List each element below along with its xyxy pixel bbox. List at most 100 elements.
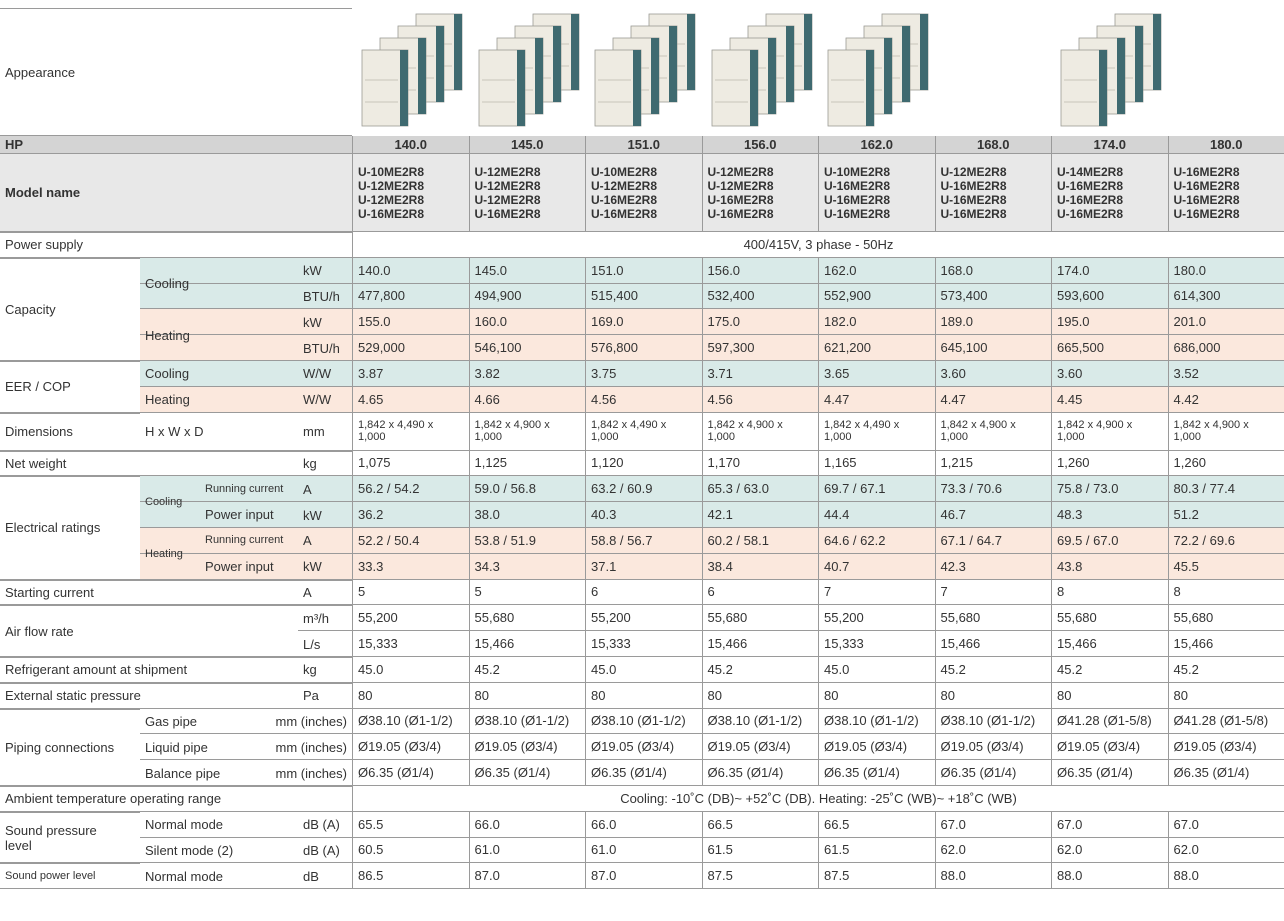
value: 61.5 — [702, 838, 819, 864]
unit: A — [298, 528, 352, 554]
value: 686,000 — [1168, 335, 1284, 361]
model-name: U-12ME2R8 — [475, 165, 541, 179]
unit: kW — [298, 258, 352, 284]
value: Ø38.10 (Ø1-1/2) — [469, 709, 586, 735]
value: 1,842 x 4,900 x 1,000 — [935, 413, 1052, 451]
value: Ø6.35 (Ø1/4) — [585, 760, 702, 786]
group-label: Capacity — [0, 258, 140, 361]
unit: dB — [298, 863, 352, 889]
value: 8 — [1168, 580, 1284, 606]
unit: A — [298, 580, 352, 606]
value: 64.6 / 62.2 — [818, 528, 935, 554]
unit-image — [362, 14, 462, 126]
subgroup-label: H x W x D — [140, 413, 298, 451]
value: 169.0 — [585, 309, 702, 335]
value: 1,842 x 4,900 x 1,000 — [702, 413, 819, 451]
value: Ø19.05 (Ø3/4) — [1168, 734, 1284, 760]
value: 67.1 / 64.7 — [935, 528, 1052, 554]
value: 15,466 — [1168, 631, 1284, 657]
value: 66.5 — [702, 812, 819, 838]
value: Ø41.28 (Ø1-5/8) — [1168, 709, 1284, 735]
value: 1,842 x 4,490 x 1,000 — [818, 413, 935, 451]
value: 1,260 — [1051, 451, 1168, 477]
model-name: U-12ME2R8 — [358, 193, 424, 207]
model-name: U-16ME2R8 — [824, 193, 890, 207]
value: Ø6.35 (Ø1/4) — [935, 760, 1052, 786]
value: 66.5 — [818, 812, 935, 838]
value: 87.5 — [702, 863, 819, 889]
value: 4.65 — [352, 387, 469, 413]
group-label: Electrical ratings — [0, 476, 140, 579]
subgroup-label: Silent mode (2) — [140, 838, 298, 864]
value: 55,200 — [585, 605, 702, 631]
group-label: Power supply — [0, 232, 352, 258]
unit: L/s — [298, 631, 352, 657]
value: 3.87 — [352, 361, 469, 387]
value: 55,680 — [1168, 605, 1284, 631]
value: 88.0 — [1051, 863, 1168, 889]
subgroup-label: Normal mode — [140, 863, 298, 889]
value: Ø19.05 (Ø3/4) — [702, 734, 819, 760]
value: Ø38.10 (Ø1-1/2) — [818, 709, 935, 735]
value: 45.0 — [352, 657, 469, 683]
group-label: EER / COP — [0, 361, 140, 413]
model-label: Model name — [0, 154, 352, 232]
model-name: U-16ME2R8 — [1174, 193, 1240, 207]
model-name: U-12ME2R8 — [475, 179, 541, 193]
value: Ø19.05 (Ø3/4) — [469, 734, 586, 760]
value: 593,600 — [1051, 284, 1168, 310]
value: 15,466 — [1051, 631, 1168, 657]
group-label: Sound power level — [0, 863, 140, 889]
value: Ø41.28 (Ø1-5/8) — [1051, 709, 1168, 735]
value: 88.0 — [1168, 863, 1284, 889]
value: 55,680 — [702, 605, 819, 631]
value: 1,842 x 4,490 x 1,000 — [352, 413, 469, 451]
unit: dB (A) — [298, 812, 352, 838]
value: 5 — [469, 580, 586, 606]
model-name: U-12ME2R8 — [941, 165, 1007, 179]
value: 156.0 — [702, 258, 819, 284]
row-label: Power input — [200, 502, 298, 528]
value: 53.8 / 51.9 — [469, 528, 586, 554]
value: 48.3 — [1051, 502, 1168, 528]
value: 189.0 — [935, 309, 1052, 335]
subgroup-label: Normal mode — [140, 812, 298, 838]
value: Ø38.10 (Ø1-1/2) — [935, 709, 1052, 735]
value: 140.0 — [352, 258, 469, 284]
value: 52.2 / 50.4 — [352, 528, 469, 554]
value: 67.0 — [1168, 812, 1284, 838]
value: 3.75 — [585, 361, 702, 387]
model-name: U-16ME2R8 — [358, 207, 424, 221]
value: 529,000 — [352, 335, 469, 361]
value: 45.2 — [935, 657, 1052, 683]
model-cell: U-10ME2R8U-12ME2R8U-16ME2R8U-16ME2R8 — [585, 154, 702, 232]
value: 477,800 — [352, 284, 469, 310]
value: Ø38.10 (Ø1-1/2) — [352, 709, 469, 735]
value: 45.5 — [1168, 554, 1284, 580]
model-cell: U-14ME2R8U-16ME2R8U-16ME2R8U-16ME2R8 — [1051, 154, 1168, 232]
unit-image — [595, 14, 695, 126]
unit: kW — [298, 554, 352, 580]
span-value: Cooling: -10˚C (DB)~ +52˚C (DB). Heating… — [352, 786, 1284, 812]
value: 65.5 — [352, 812, 469, 838]
unit: kg — [298, 657, 352, 683]
value: 46.7 — [935, 502, 1052, 528]
value: 66.0 — [585, 812, 702, 838]
value: 145.0 — [469, 258, 586, 284]
value: 4.56 — [702, 387, 819, 413]
model-name: U-16ME2R8 — [1057, 207, 1123, 221]
value: 4.66 — [469, 387, 586, 413]
value: 1,842 x 4,900 x 1,000 — [1168, 413, 1284, 451]
value: 6 — [585, 580, 702, 606]
value: 75.8 / 73.0 — [1051, 476, 1168, 502]
unit: W/W — [298, 387, 352, 413]
value: 45.2 — [469, 657, 586, 683]
value: Ø19.05 (Ø3/4) — [585, 734, 702, 760]
value: 80 — [1168, 683, 1284, 709]
value: 665,500 — [1051, 335, 1168, 361]
model-name: U-16ME2R8 — [1174, 165, 1240, 179]
value: 86.5 — [352, 863, 469, 889]
value: 80 — [702, 683, 819, 709]
value: 4.42 — [1168, 387, 1284, 413]
